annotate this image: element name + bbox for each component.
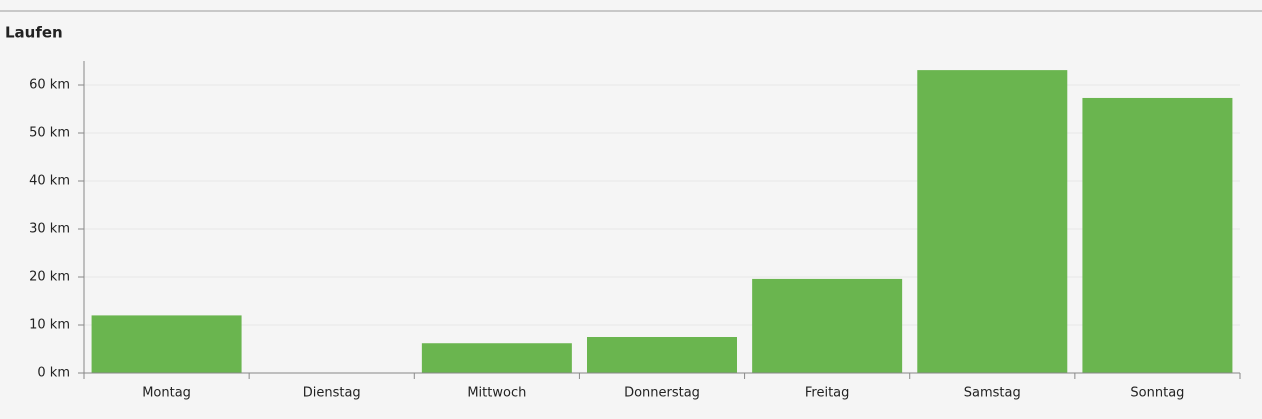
bar (752, 278, 903, 373)
bar (421, 343, 572, 373)
y-tick-label: 60 km (29, 78, 70, 93)
bar (91, 315, 242, 373)
y-tick-label: 30 km (29, 222, 70, 237)
y-tick-label: 40 km (29, 174, 70, 189)
bar (917, 70, 1068, 374)
y-tick-label: 50 km (29, 126, 70, 141)
chart-title: Laufen (5, 24, 63, 42)
x-tick-label: Dienstag (303, 386, 361, 401)
x-tick-label: Donnerstag (624, 386, 700, 401)
y-tick-label: 0 km (37, 366, 70, 381)
x-tick-label: Freitag (805, 386, 850, 401)
x-tick-label: Montag (142, 386, 191, 401)
bar (587, 337, 737, 373)
x-tick-label: Sonntag (1130, 386, 1184, 401)
y-tick-label: 10 km (29, 318, 70, 333)
bar (1082, 97, 1233, 374)
x-tick-label: Samstag (964, 386, 1021, 401)
y-tick-label: 20 km (29, 270, 70, 285)
x-tick-label: Mittwoch (467, 386, 526, 401)
